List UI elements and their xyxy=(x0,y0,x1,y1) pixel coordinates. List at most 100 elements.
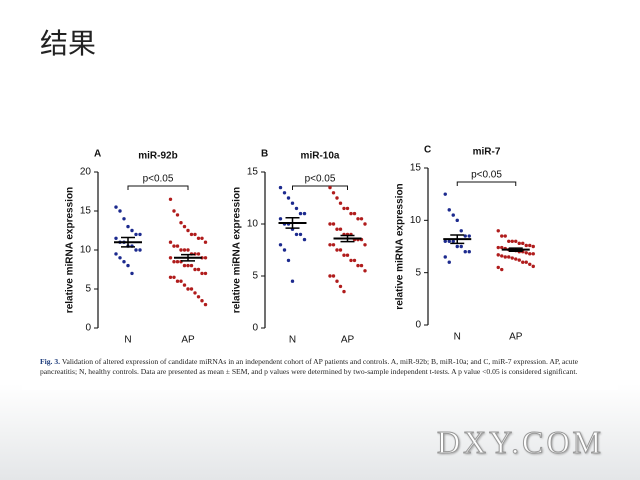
data-point xyxy=(500,267,504,272)
data-point xyxy=(118,256,122,260)
data-point xyxy=(447,239,451,243)
data-point xyxy=(203,256,208,260)
data-point xyxy=(342,289,346,294)
data-point xyxy=(338,227,343,231)
data-point xyxy=(193,267,197,272)
data-point xyxy=(196,267,201,272)
data-point xyxy=(168,275,173,279)
data-point xyxy=(528,262,532,266)
data-point xyxy=(331,274,336,278)
data-point xyxy=(278,243,283,247)
panel-label: B xyxy=(261,149,268,160)
sem-bar xyxy=(450,234,465,245)
x-tick-label: N xyxy=(124,335,131,346)
data-point xyxy=(286,258,291,263)
data-point xyxy=(175,260,180,264)
data-point xyxy=(352,211,357,216)
data-point xyxy=(345,253,350,257)
y-tick-label: 10 xyxy=(410,215,422,226)
data-point xyxy=(182,263,187,268)
data-point xyxy=(451,239,455,243)
data-point xyxy=(186,287,190,291)
data-point xyxy=(298,211,303,216)
data-point xyxy=(342,206,346,211)
data-point xyxy=(175,244,180,248)
data-point xyxy=(521,241,525,246)
sem-bar xyxy=(285,217,300,229)
panel-label: C xyxy=(424,145,431,156)
data-point xyxy=(172,209,176,213)
data-point xyxy=(196,252,201,256)
data-point xyxy=(186,228,190,233)
data-point xyxy=(122,217,126,221)
y-tick-label: 5 xyxy=(85,284,91,295)
watermark: DXY.COM xyxy=(436,424,604,461)
data-point xyxy=(298,232,303,237)
y-tick-label: 5 xyxy=(415,267,421,278)
data-point xyxy=(349,211,353,216)
data-point xyxy=(459,244,463,249)
data-point xyxy=(134,248,138,252)
data-point xyxy=(363,222,367,226)
data-point xyxy=(524,251,528,255)
y-axis-label: relative miRNA expression xyxy=(65,187,76,313)
data-point xyxy=(168,240,173,244)
data-point xyxy=(294,232,299,237)
data-point xyxy=(278,185,283,190)
y-tick-label: 20 xyxy=(80,167,92,178)
sem-bar xyxy=(121,236,135,248)
chart-title: miR-10a xyxy=(301,151,340,162)
data-point xyxy=(451,213,455,217)
data-point xyxy=(179,279,183,283)
data-point xyxy=(345,206,350,211)
data-point xyxy=(510,239,514,243)
data-point xyxy=(168,197,173,201)
x-tick-label: N xyxy=(289,335,296,346)
data-point xyxy=(126,224,130,229)
x-tick-label: N xyxy=(454,332,461,343)
slide-title: 结果 xyxy=(40,27,97,60)
data-point xyxy=(467,250,471,254)
data-point xyxy=(186,263,190,268)
data-point xyxy=(514,239,518,243)
data-point xyxy=(531,244,535,249)
data-point xyxy=(496,245,500,250)
significance-bracket xyxy=(127,185,189,190)
data-point xyxy=(130,271,134,276)
sem-bar xyxy=(508,247,523,252)
data-point xyxy=(189,232,194,237)
data-point xyxy=(182,283,187,287)
data-point xyxy=(294,206,299,211)
caption-label: Fig. 3. xyxy=(40,357,61,366)
data-point xyxy=(189,263,194,268)
y-tick-label: 10 xyxy=(247,219,259,230)
data-point xyxy=(338,248,343,252)
data-point xyxy=(521,260,525,264)
data-point xyxy=(359,217,364,221)
data-point xyxy=(467,234,471,238)
data-point xyxy=(138,232,142,237)
data-point xyxy=(203,240,208,244)
data-point xyxy=(338,284,343,289)
x-tick-label: AP xyxy=(509,332,523,343)
chart-title: miR-92b xyxy=(138,151,177,162)
data-point xyxy=(500,254,504,258)
data-point xyxy=(463,234,467,238)
data-point xyxy=(328,243,332,247)
data-point xyxy=(503,234,507,238)
data-point xyxy=(531,264,535,269)
data-point xyxy=(172,260,176,264)
data-point xyxy=(278,217,283,221)
data-point xyxy=(459,229,463,233)
data-point xyxy=(517,258,521,262)
data-point xyxy=(282,191,287,195)
data-point xyxy=(514,257,518,261)
data-point xyxy=(130,228,134,233)
data-point xyxy=(528,252,532,256)
data-point xyxy=(114,252,118,256)
data-point xyxy=(203,302,208,307)
data-point xyxy=(463,250,467,254)
data-point xyxy=(200,236,204,240)
data-point xyxy=(286,196,291,200)
